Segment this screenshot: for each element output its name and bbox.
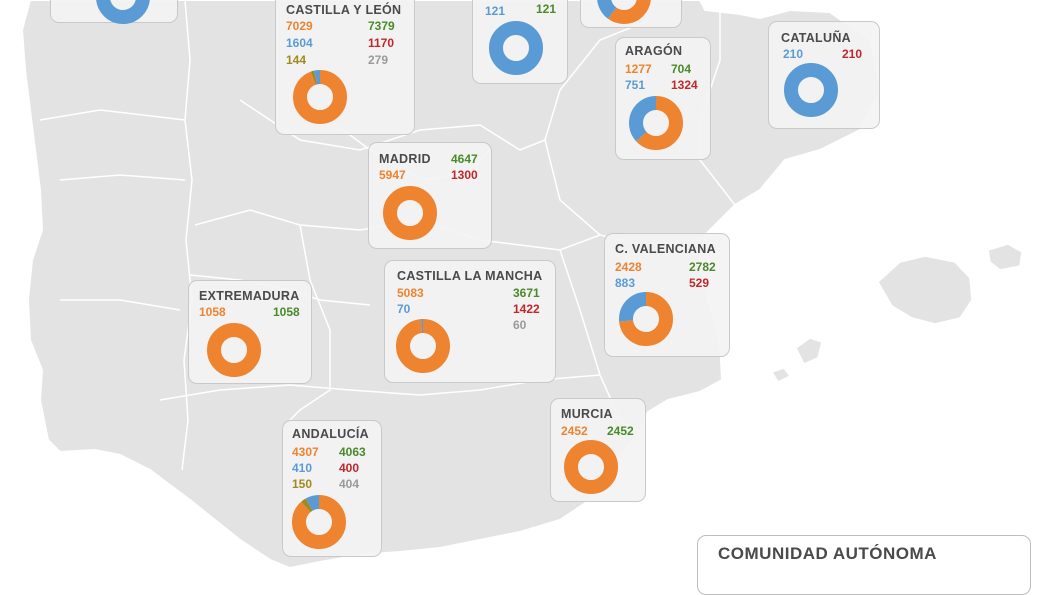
stat-value: 529 bbox=[689, 276, 710, 290]
donut-segment bbox=[784, 63, 838, 117]
ibiza-island bbox=[795, 337, 823, 365]
donut-segment bbox=[629, 96, 683, 150]
donut-segment bbox=[293, 70, 347, 124]
card-c-valenciana: C. VALENCIANA 2428 2782 883 529 bbox=[604, 233, 730, 357]
stat-value: 1300 bbox=[451, 168, 478, 182]
stat-value: 7029 bbox=[286, 19, 313, 33]
donut-chart-murcia bbox=[564, 440, 618, 494]
formentera-island bbox=[770, 367, 792, 383]
donut-segment bbox=[96, 0, 150, 24]
donut-chart-madrid bbox=[383, 186, 437, 240]
stat-value: 1324 bbox=[671, 78, 698, 92]
stat-value: 883 bbox=[615, 276, 636, 290]
region-title: CASTILLA LA MANCHA bbox=[397, 269, 543, 283]
donut-segment bbox=[292, 495, 346, 549]
card-navarra bbox=[580, 0, 682, 28]
donut-chart-c-valenciana bbox=[619, 292, 673, 346]
donut-segment bbox=[383, 186, 437, 240]
legend-box: COMUNIDAD AUTÓNOMA bbox=[697, 535, 1031, 595]
region-title: CASTILLA Y LEÓN bbox=[286, 3, 402, 17]
stat-value: 1170 bbox=[368, 36, 395, 50]
stat-value: 2452 bbox=[607, 424, 634, 438]
stat-value: 1058 bbox=[273, 305, 300, 319]
donut-segment bbox=[489, 21, 543, 75]
card-cataluna: CATALUÑA 210 210 bbox=[768, 21, 880, 129]
donut-segment bbox=[564, 440, 618, 494]
region-borders bbox=[39, 0, 736, 471]
stat-value: 4647 bbox=[451, 152, 478, 166]
donut-chart-aragon bbox=[629, 96, 683, 150]
region-title: CATALUÑA bbox=[781, 31, 851, 45]
donut-chart-cataluna bbox=[784, 63, 838, 117]
card-pais-vasco: 121 121 bbox=[472, 0, 568, 84]
region-title: ARAGÓN bbox=[625, 44, 683, 58]
stat-value: 5083 bbox=[397, 286, 424, 300]
legend-title: COMUNIDAD AUTÓNOMA bbox=[718, 544, 937, 563]
donut-segment bbox=[207, 323, 261, 377]
region-title: MURCIA bbox=[561, 407, 613, 421]
region-title: C. VALENCIANA bbox=[615, 242, 716, 256]
stat-value: 404 bbox=[339, 477, 360, 491]
stat-value: 1277 bbox=[625, 62, 652, 76]
stat-value: 3671 bbox=[513, 286, 540, 300]
card-castilla-y-leon: CASTILLA Y LEÓN 7029 7379 1604 1170 144 … bbox=[275, 0, 415, 135]
mallorca-island bbox=[877, 255, 973, 325]
stat-value: 1422 bbox=[513, 302, 540, 316]
stat-value: 4307 bbox=[292, 445, 319, 459]
stat-value: 60 bbox=[513, 318, 527, 332]
stat-value: 2782 bbox=[689, 260, 716, 274]
stat-value: 400 bbox=[339, 461, 360, 475]
stat-value: 70 bbox=[397, 302, 411, 316]
stat-value: 751 bbox=[625, 78, 646, 92]
stat-value: 1604 bbox=[286, 36, 313, 50]
card-aragon: ARAGÓN 1277 704 751 1324 bbox=[615, 37, 711, 160]
stat-value: 210 bbox=[783, 47, 804, 61]
stat-value: 210 bbox=[842, 47, 863, 61]
stat-value: 1058 bbox=[199, 305, 226, 319]
card-andalucia: ANDALUCÍA 4307 4063 410 400 150 404 bbox=[282, 420, 382, 557]
donut-chart-andalucia bbox=[292, 495, 346, 549]
stat-value: 121 bbox=[536, 2, 557, 16]
card-murcia: MURCIA 2452 2452 bbox=[550, 398, 646, 502]
region-title: MADRID bbox=[379, 152, 431, 166]
stat-value: 279 bbox=[368, 53, 389, 67]
stat-value: 144 bbox=[286, 53, 307, 67]
donut-chart-castilla-la-mancha bbox=[396, 319, 450, 373]
stat-value: 2428 bbox=[615, 260, 642, 274]
donut-segment bbox=[597, 0, 651, 24]
stat-value: 7379 bbox=[368, 19, 395, 33]
card-extremadura: EXTREMADURA 1058 1058 bbox=[188, 280, 312, 384]
stat-value: 150 bbox=[292, 477, 313, 491]
stat-value: 704 bbox=[671, 62, 692, 76]
region-title: EXTREMADURA bbox=[199, 289, 300, 303]
donut-chart-navarra bbox=[597, 0, 651, 24]
donut-chart-extremadura bbox=[207, 323, 261, 377]
stat-value: 121 bbox=[485, 4, 506, 18]
donut-chart-castilla-y-leon bbox=[293, 70, 347, 124]
card-castilla-la-mancha: CASTILLA LA MANCHA 5083 3671 70 1422 60 bbox=[384, 260, 556, 383]
donut-segment bbox=[396, 319, 450, 373]
card-galicia bbox=[50, 0, 178, 24]
region-title: ANDALUCÍA bbox=[292, 427, 369, 441]
donut-segment bbox=[619, 292, 673, 346]
stat-value: 5947 bbox=[379, 168, 406, 182]
donut-chart-pais-vasco bbox=[489, 21, 543, 75]
stat-value: 2452 bbox=[561, 424, 588, 438]
donut-chart-galicia bbox=[96, 0, 150, 24]
menorca-island bbox=[987, 243, 1023, 271]
card-madrid: MADRID 4647 5947 1300 bbox=[368, 142, 492, 249]
stat-value: 4063 bbox=[339, 445, 366, 459]
stat-value: 410 bbox=[292, 461, 313, 475]
